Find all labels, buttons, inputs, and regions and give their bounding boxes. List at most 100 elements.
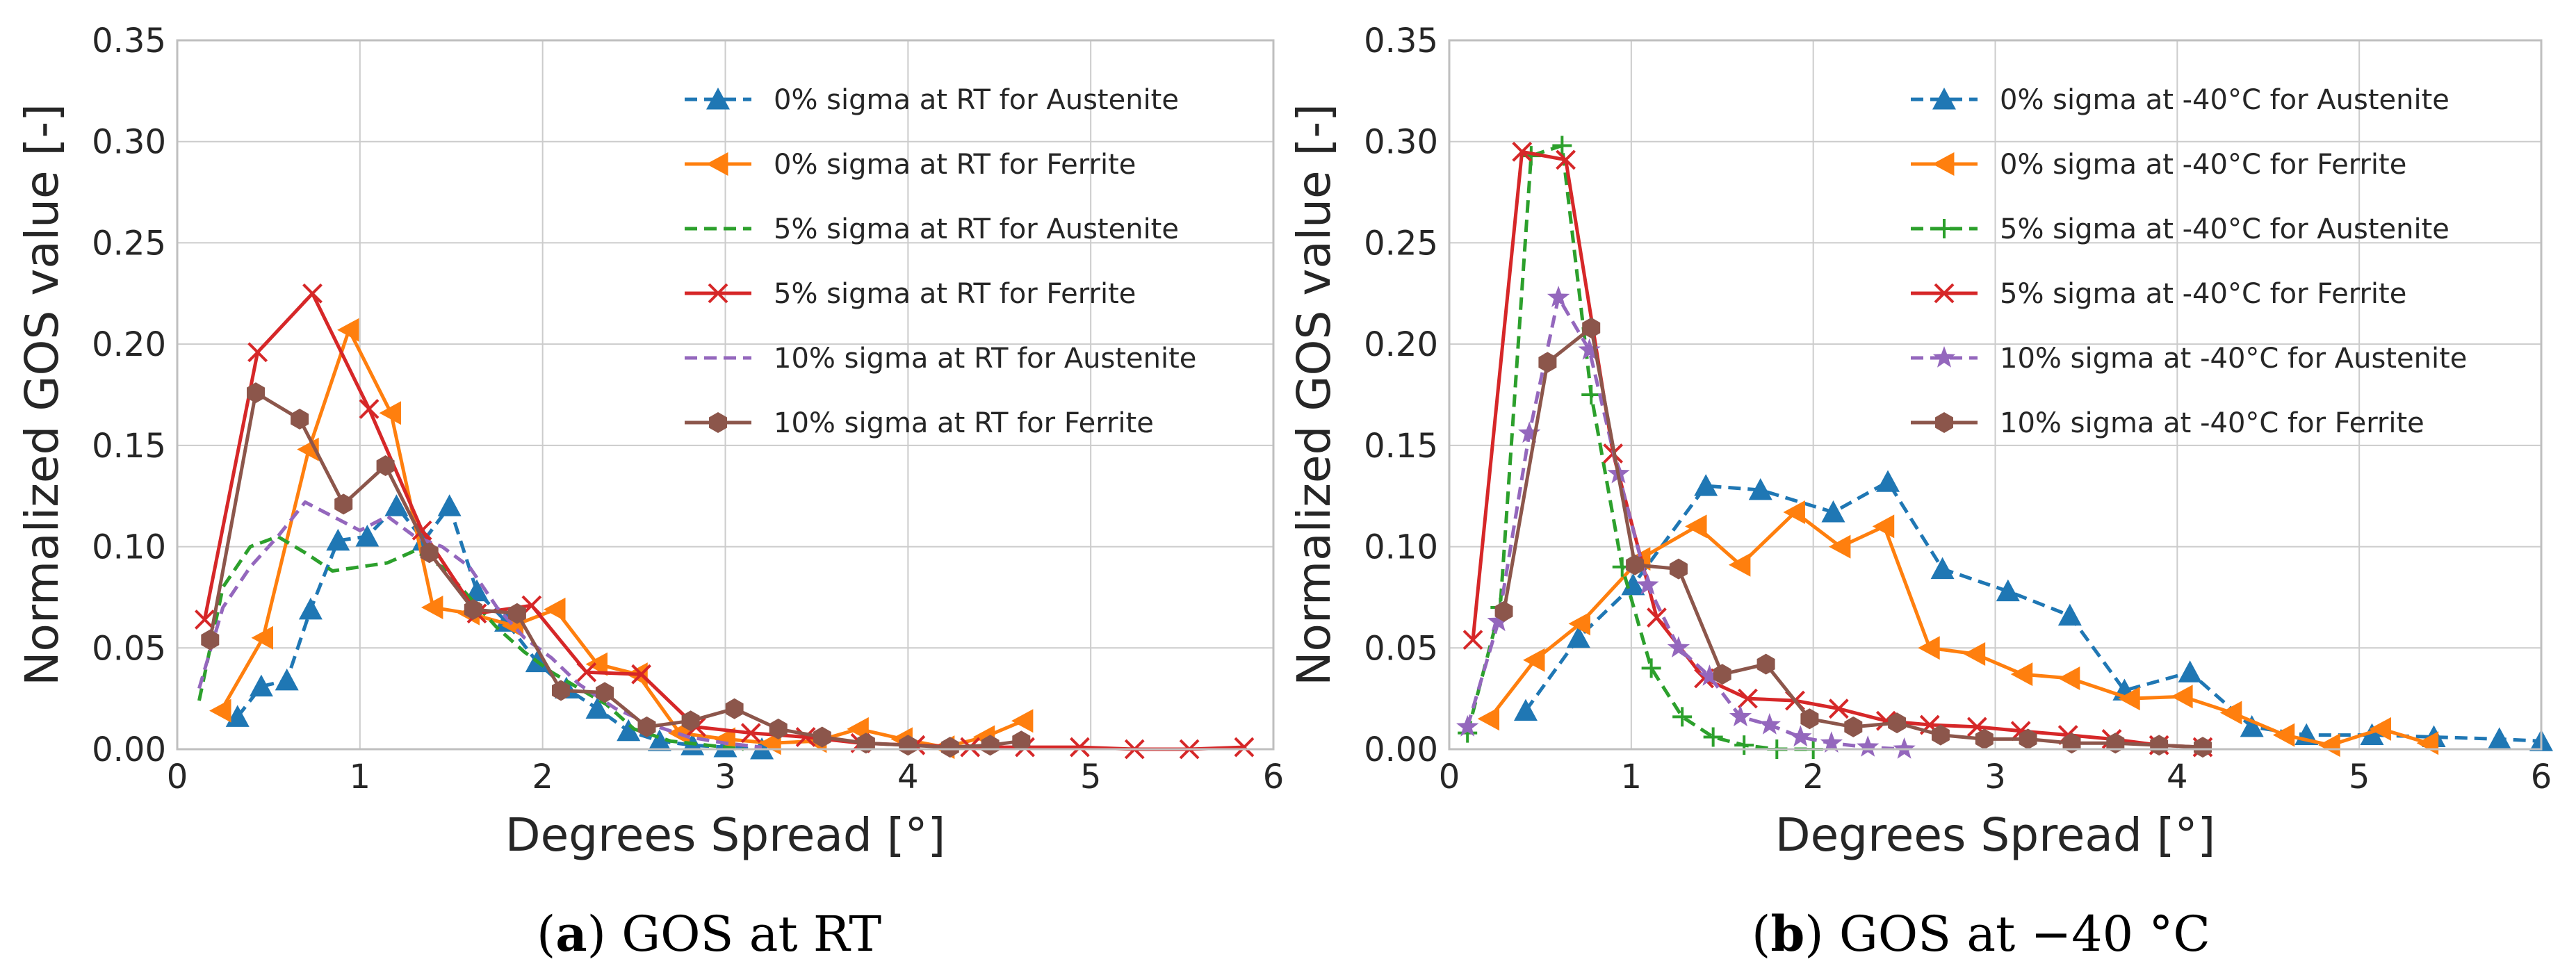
panel-b-series-1-point: [1918, 636, 1940, 660]
panel-b-series-3-point: [1647, 607, 1667, 628]
panel-a-series-3-point: [631, 664, 652, 685]
panel-a-series-3-point: [740, 723, 761, 744]
panel-a-caption-tag: a: [555, 905, 587, 963]
panel-b-series-5-line: [1502, 326, 2203, 749]
panel-b-series-1-point: [1963, 642, 1986, 667]
panel-b-series-5-point: [1713, 664, 1731, 685]
panel-b-x-tick-label: 6: [2531, 758, 2552, 796]
panel-b-series-0-point: [1876, 470, 1900, 492]
panel-b-series-1-point: [2057, 667, 2080, 690]
panel-a-legend-label: 10% sigma at RT for Ferrite: [774, 407, 1154, 439]
panel-b-series-5-point: [1800, 708, 1819, 730]
panel-b-x-tick-label: 1: [1621, 758, 1642, 796]
panel-a-series-5-point: [681, 710, 700, 732]
panel-b-legend-marker: [1935, 412, 1953, 433]
panel-b-series-1-point: [1783, 500, 1805, 525]
panel-a-x-axis-label: Degrees Spread [°]: [505, 808, 945, 862]
panel-b-series-3-point: [1828, 698, 1849, 719]
panel-a-legend-label: 0% sigma at RT for Austenite: [774, 84, 1179, 116]
panel-a-series-0-point: [647, 729, 671, 751]
panel-a-series-5-point: [334, 493, 353, 515]
panel-a-y-tick-label: 0.35: [92, 22, 166, 60]
panel-b-series-3-point: [1462, 630, 1483, 651]
panel-b-series-4-point: [1698, 664, 1721, 686]
panel-b-series-1-point: [2118, 687, 2140, 711]
panel-b-series-0-point: [2240, 714, 2264, 737]
panel-b-chart: 0 1 2 3 4 5 60.000.050.100.150.200.250.300.35 …: [1287, 22, 2553, 963]
panel-a-series-0-point: [249, 674, 273, 697]
panel-b-series-2-line: [1465, 144, 1813, 751]
panel-a-series-3-point: [1234, 737, 1255, 758]
panel-a-y-axis-label: Normalized GOS value [-]: [15, 104, 69, 686]
panel-a-series-5-point: [464, 598, 482, 620]
panel-b-legend-marker: [1932, 346, 1956, 368]
panel-b-series-0-point: [1748, 477, 1772, 500]
panel-a-series-3-point: [1069, 737, 1090, 758]
panel-b-series-5-point: [1626, 554, 1645, 575]
panel-b-y-tick-label: 0.25: [1364, 224, 1438, 263]
panel-a-series-1-point: [421, 596, 443, 619]
panel-b-series-4-point: [1729, 705, 1752, 727]
panel-b-y-tick-label: 0.30: [1364, 123, 1438, 162]
panel-a-legend: 0% sigma at RT for Austenite 0% sigma at …: [685, 84, 1196, 439]
panel-a-series-5-point: [291, 409, 309, 430]
panel-b-legend-item-3: 5% sigma at -40°C for Ferrite: [1911, 278, 2406, 310]
panel-a-series-3-point: [576, 662, 597, 682]
panel-b-series-2-point: [1581, 385, 1601, 404]
panel-a-y-tick-label: 0.20: [92, 325, 166, 364]
panel-a-legend-label: 5% sigma at RT for Ferrite: [774, 278, 1136, 310]
panel-a-x-tick-label: 2: [532, 758, 553, 796]
panel-a-series-0-point: [617, 719, 641, 742]
panel-b-series-1: [1477, 500, 2439, 758]
panel-b-legend-marker: [1932, 88, 1956, 110]
panel-b-legend-marker: [1934, 283, 1955, 304]
panel-a-series-0-point: [225, 705, 250, 727]
panel-b-series-4-point: [1758, 713, 1781, 735]
panel-a-y-tick-label: 0.00: [92, 730, 166, 769]
panel-a-legend-marker: [708, 283, 728, 304]
panel-b-legend-item-1: 0% sigma at -40°C for Ferrite: [1911, 149, 2406, 181]
panel-b-series-5-point: [2150, 735, 2169, 756]
panel-a-x-tick-label: 6: [1263, 758, 1285, 796]
panel-a-y-tick-label: 0.10: [92, 528, 166, 567]
panel-a-legend-label: 0% sigma at RT for Ferrite: [774, 149, 1136, 181]
panel-b-series-2-point: [1734, 735, 1754, 755]
panel-b-legend-marker: [1934, 219, 1954, 238]
panel-b-series-3-point: [1737, 688, 1758, 709]
panel-a-series-0-point: [384, 494, 409, 516]
panel-b-series-1-point: [1523, 648, 1545, 672]
panel-b-series-2-point: [1641, 658, 1661, 678]
panel-a-series-1-point: [585, 652, 608, 676]
panel-a-series-5-point: [507, 603, 526, 624]
panel-b-series-1-point: [1477, 707, 1500, 731]
panel-b-series-4-point: [1456, 714, 1479, 737]
panel-b-series-5: [1494, 317, 2212, 758]
panel-b-legend-marker: [1932, 152, 1955, 176]
panel-b-series-0-point: [1930, 557, 1955, 580]
panel-b-series-1-point: [2272, 723, 2295, 747]
panel-b-series-1-point: [1568, 612, 1590, 636]
panel-a-series-5-point: [596, 682, 614, 703]
panel-a-y-tick-label: 0.05: [92, 629, 166, 668]
panel-b-x-tick-label: 0: [1439, 758, 1460, 796]
panel-b-legend-item-0: 0% sigma at -40°C for Austenite: [1911, 84, 2449, 116]
panel-a-series-3-line: [202, 291, 1244, 751]
panel-a-legend-marker: [706, 88, 730, 110]
panel-b-series-0-line: [1524, 480, 2542, 743]
panel-b-legend-label: 5% sigma at -40°C for Austenite: [2000, 213, 2449, 245]
panel-a-series-5-point: [201, 629, 220, 651]
panel-b-legend-label: 10% sigma at -40°C for Ferrite: [2000, 407, 2424, 439]
panel-a-legend-item-1: 0% sigma at RT for Ferrite: [685, 149, 1136, 181]
panel-a-series-0-point: [465, 579, 489, 602]
panel-b-series-4-point: [1578, 338, 1601, 360]
panel-b-series-5-point: [1888, 712, 1907, 734]
panel-b-series-0-point: [2360, 723, 2384, 746]
panel-a-legend-label: 10% sigma at RT for Austenite: [774, 343, 1196, 375]
panel-b-legend-label: 5% sigma at -40°C for Ferrite: [2000, 278, 2406, 310]
panel-b-caption-tag: b: [1770, 905, 1804, 963]
panel-a-legend-label: 5% sigma at RT for Austenite: [774, 213, 1179, 245]
panel-a-series-3-point: [359, 398, 380, 419]
panel-b-series-4-point: [1789, 725, 1812, 747]
panel-b-series-1-point: [1728, 553, 1751, 577]
